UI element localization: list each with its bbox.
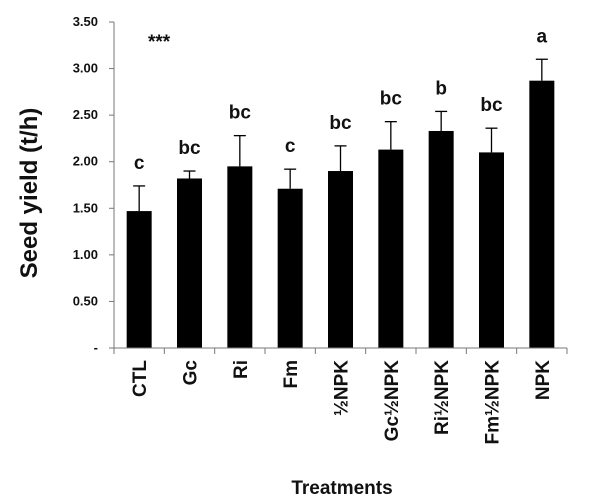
- significance-letter: a: [537, 26, 548, 47]
- y-tick-label: 3.00: [73, 61, 98, 76]
- y-axis: - 0.50 1.00 1.50 2.00 2.50 3.00 3.50: [73, 14, 115, 355]
- bar: [277, 188, 303, 348]
- significance-letter: bc: [178, 138, 201, 159]
- y-tick-label: 0.50: [73, 293, 98, 308]
- bar: [177, 178, 202, 348]
- bar: [529, 80, 555, 349]
- y-tick-label: 3.50: [73, 14, 98, 29]
- significance-letter: b: [435, 78, 447, 99]
- x-category-label: ½NPK: [332, 360, 353, 416]
- x-category-label: Gc½NPK: [382, 360, 403, 442]
- y-tick-label: 2.50: [73, 107, 98, 122]
- bar: [428, 130, 454, 348]
- x-category-label: Ri: [231, 360, 252, 379]
- x-category-label: Gc: [181, 360, 202, 386]
- bars: c bc bc c bc bc b bc a: [126, 26, 555, 349]
- x-axis-title: Treatments: [291, 478, 392, 497]
- significance-letter: bc: [329, 113, 352, 134]
- significance-letter: bc: [229, 103, 252, 124]
- x-category-label: CTL: [130, 360, 151, 397]
- y-tick-label: 1.50: [73, 200, 98, 215]
- bar: [479, 152, 504, 348]
- y-axis-title: Seed yield (t/h): [16, 108, 43, 279]
- significance-letter: c: [285, 136, 296, 157]
- significance-letter: c: [134, 153, 145, 174]
- x-category-label: NPK: [533, 360, 554, 400]
- bar: [378, 149, 404, 348]
- significance-letter: bc: [480, 95, 503, 116]
- bar: [227, 166, 253, 348]
- x-axis: CTL Gc Ri Fm ½NPK Gc½NPK Ri½NPK Fm½NPK NPK: [113, 347, 568, 445]
- significance-annotation: ***: [148, 32, 171, 53]
- x-category-label: Fm: [281, 360, 302, 389]
- bar: [328, 171, 353, 348]
- y-tick-label: 1.00: [73, 247, 98, 262]
- y-tick-label: 2.00: [73, 154, 98, 169]
- x-category-label: Fm½NPK: [483, 360, 504, 445]
- y-tick-label: -: [94, 340, 98, 355]
- significance-letter: bc: [380, 89, 403, 110]
- x-category-label: Ri½NPK: [432, 360, 453, 435]
- bar: [126, 211, 152, 348]
